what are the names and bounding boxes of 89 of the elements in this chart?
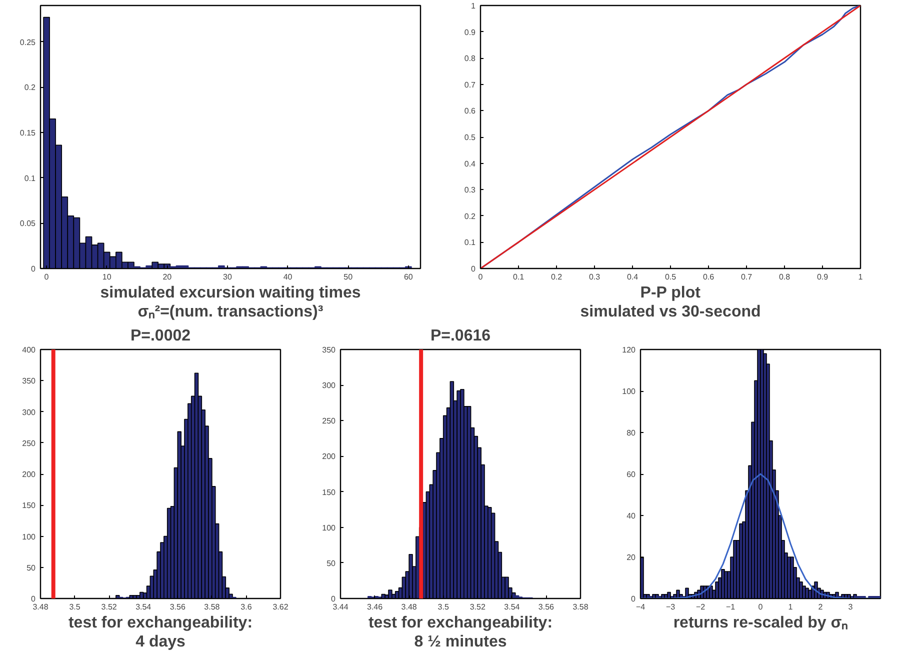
y-tick-label: 0.1 (464, 238, 476, 248)
x-tick-label: 0.8 (778, 272, 791, 282)
x-axis-title: test for exchangeability: 8 ½ minutes (368, 614, 553, 650)
y-tick-label: 80 (626, 428, 636, 438)
y-tick-label: 150 (322, 488, 336, 497)
x-tick-label: 60 (404, 272, 414, 282)
x-tick-label: 1 (788, 602, 794, 612)
x-axis-title: returns re-scaled by σₙ (673, 614, 848, 632)
x-tick-label: 10 (102, 272, 112, 282)
x-tick-label: 3 (848, 602, 854, 612)
x-tick-label: 0 (44, 272, 50, 282)
x-tick-label: 3.52 (470, 602, 486, 612)
chart-title: P=.0616 (430, 328, 491, 344)
x-tick-label: 3.46 (367, 602, 384, 612)
y-tick-label: 0.5 (464, 133, 476, 142)
x-tick-label: 0.1 (512, 272, 525, 282)
y-tick-label: 350 (322, 346, 336, 354)
y-tick-label: 0 (31, 264, 36, 274)
x-axis-title: test for exchangeability: 4 days (68, 614, 253, 650)
x-tick-label: −3 (666, 602, 676, 612)
x-tick-label: 50 (344, 272, 354, 282)
y-tick-label: 0.2 (24, 83, 36, 92)
y-tick-label: 50 (26, 563, 36, 572)
y-tick-label: 0.7 (464, 80, 476, 90)
x-tick-label: 3.6 (240, 602, 252, 612)
x-tick-label: −4 (636, 602, 646, 612)
x-tick-label: 0.2 (550, 272, 563, 282)
y-tick-label: 0.9 (464, 28, 476, 37)
y-tick-label: 20 (626, 553, 636, 562)
x-tick-label: 3.5 (438, 602, 450, 612)
x-tick-label: 30 (223, 272, 232, 282)
x-tick-label: 0.3 (588, 272, 601, 282)
x-tick-label: 3.48 (401, 602, 418, 612)
y-tick-label: 100 (622, 387, 636, 396)
x-tick-label: −2 (696, 602, 706, 612)
x-tick-label: 0 (478, 272, 484, 282)
y-tick-label: 300 (322, 381, 336, 390)
y-tick-label: 0 (331, 594, 336, 604)
x-tick-label: 3.48 (32, 602, 49, 612)
chart-title: P=.0002 (130, 328, 191, 344)
x-tick-label: 3.52 (101, 602, 118, 612)
y-tick-label: 0.3 (464, 186, 476, 195)
x-tick-label: 20 (162, 272, 172, 282)
x-tick-label: 0 (758, 602, 764, 612)
y-tick-label: 0 (471, 264, 476, 274)
x-tick-label: 3.56 (538, 602, 555, 612)
y-tick-label: 350 (22, 376, 36, 386)
y-tick-label: 300 (22, 408, 36, 417)
x-tick-label: 1 (858, 272, 864, 282)
y-tick-label: 0 (31, 594, 36, 604)
y-tick-label: 250 (22, 438, 36, 448)
y-tick-label: 100 (322, 523, 336, 532)
x-tick-label: 40 (283, 272, 293, 282)
y-tick-label: 0.8 (464, 54, 476, 64)
x-tick-label: 0.9 (816, 272, 829, 282)
x-tick-label: 3.56 (170, 602, 186, 612)
x-tick-label: 0.5 (664, 272, 677, 282)
x-tick-label: −1 (726, 602, 736, 612)
y-tick-label: 400 (22, 346, 36, 354)
y-tick-label: 0.4 (464, 159, 476, 168)
x-tick-label: 3.44 (332, 602, 349, 612)
y-tick-label: 60 (626, 470, 636, 479)
y-tick-label: 0.1 (24, 174, 36, 183)
y-tick-label: 40 (626, 512, 636, 520)
x-tick-label: 0.7 (740, 272, 753, 282)
y-tick-label: 0.05 (20, 219, 36, 228)
x-tick-label: 3.62 (272, 602, 289, 612)
y-tick-label: 150 (22, 501, 36, 510)
y-tick-label: 200 (322, 452, 336, 462)
x-tick-label: 3.54 (504, 602, 520, 612)
y-tick-label: 1 (471, 2, 476, 10)
x-axis-title: simulated excursion waiting times σₙ²=(num. transactions)³ (100, 284, 361, 320)
y-tick-label: 120 (622, 346, 636, 354)
x-axis-title: P-P plot simulated vs 30-second (580, 284, 761, 320)
x-tick-label: 2 (818, 602, 824, 612)
x-tick-label: 3.58 (572, 602, 589, 612)
y-tick-label: 0.15 (20, 128, 36, 138)
y-tick-label: 200 (22, 470, 36, 479)
y-tick-label: 0 (631, 594, 636, 604)
y-tick-label: 250 (322, 416, 336, 426)
x-tick-label: 0.6 (702, 272, 715, 282)
y-tick-label: 0.2 (464, 212, 476, 221)
x-tick-label: 3.5 (69, 602, 81, 612)
y-tick-label: 50 (326, 558, 336, 568)
x-tick-label: 3.58 (204, 602, 220, 612)
y-tick-label: 100 (22, 532, 36, 542)
y-tick-label: 0.6 (464, 106, 476, 116)
y-tick-label: 0.25 (20, 38, 36, 47)
x-tick-label: 3.54 (136, 602, 152, 612)
